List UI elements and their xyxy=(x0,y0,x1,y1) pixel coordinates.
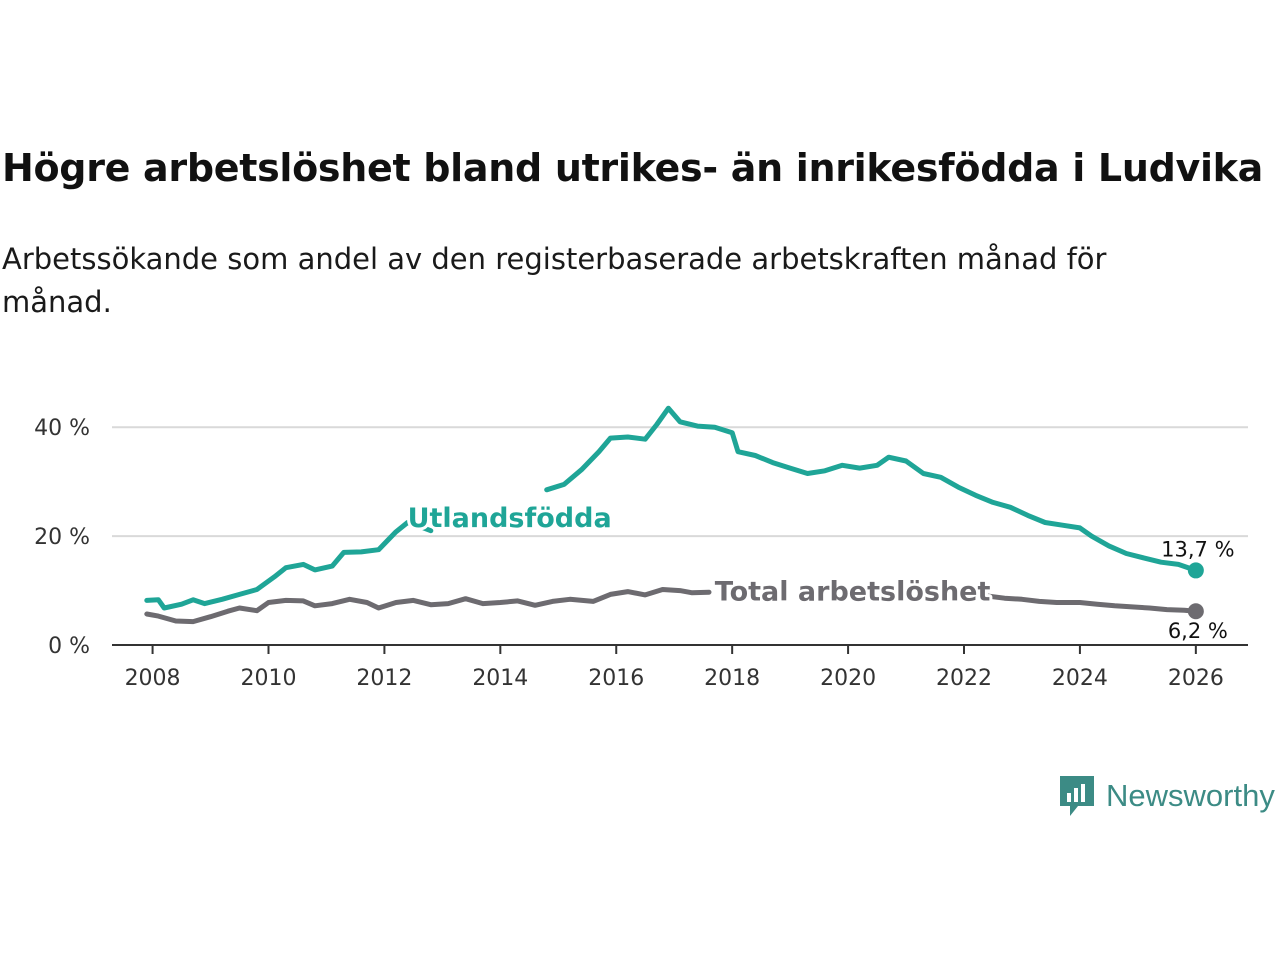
x-tick-label: 2010 xyxy=(240,666,296,691)
x-tick-label: 2012 xyxy=(356,666,412,691)
foreign-series-line xyxy=(144,405,1199,611)
x-tick-label: 2026 xyxy=(1168,666,1224,691)
x-tick-label: 2024 xyxy=(1052,666,1108,691)
x-tick-label: 2008 xyxy=(125,666,181,691)
total-series-label: Total arbetslöshet xyxy=(715,577,991,608)
foreign-series-label: Utlandsfödda xyxy=(408,503,612,534)
x-tick-label: 2014 xyxy=(472,666,528,691)
x-tick-label: 2020 xyxy=(820,666,876,691)
x-tick-label: 2018 xyxy=(704,666,760,691)
foreign-series-end-label: 13,7 % xyxy=(1161,537,1234,561)
y-tick-label: 0 % xyxy=(48,634,90,659)
brand-name: Newsworthy xyxy=(1106,778,1275,813)
brand-logo: Newsworthy xyxy=(1058,774,1275,818)
chart-subtitle: Arbetssökande som andel av den registerb… xyxy=(2,242,1107,319)
y-tick-label: 40 % xyxy=(34,416,90,441)
chart-title: Högre arbetslöshet bland utrikes- än inr… xyxy=(2,146,1263,190)
total-series-end-label: 6,2 % xyxy=(1168,619,1228,643)
foreign-series-end-point xyxy=(1187,562,1204,579)
total-series-line xyxy=(144,587,1199,625)
newsworthy-logo-icon xyxy=(1060,776,1094,816)
total-series-end-point xyxy=(1187,603,1204,620)
x-tick-label: 2016 xyxy=(588,666,644,691)
line-chart: 0 % 20 % 40 % 2008 2010 2012 2014 2016 2018 2020 2… xyxy=(34,405,1248,691)
y-tick-label: 20 % xyxy=(34,525,90,550)
x-tick-label: 2022 xyxy=(936,666,992,691)
